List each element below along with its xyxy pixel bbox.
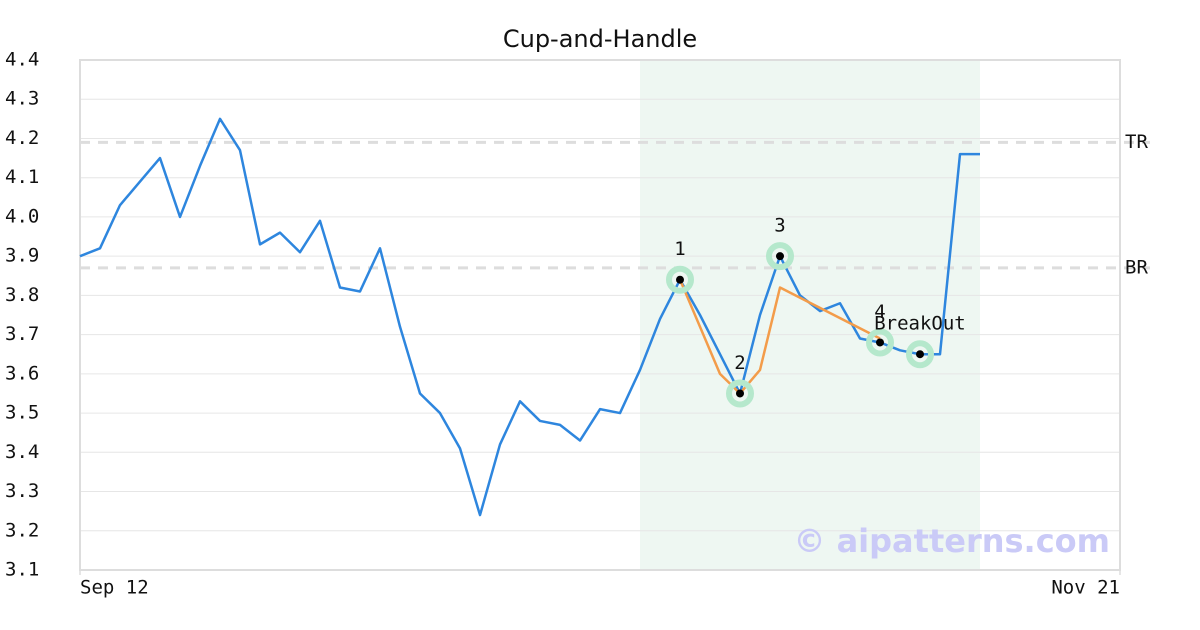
pattern-line (678, 279, 881, 395)
point-dot (876, 338, 884, 347)
y-tick-label: 4.1 (5, 166, 39, 188)
price-line (79, 117, 980, 517)
point-label: 3 (774, 215, 785, 237)
point-label: 2 (734, 352, 745, 374)
point-dot (736, 389, 744, 398)
point-halo (766, 242, 794, 271)
point-dot (916, 350, 924, 359)
plot-frame (79, 59, 1121, 571)
y-tick-label: 4.3 (5, 88, 39, 110)
y-tick-label: 3.5 (5, 402, 39, 424)
watermark: © aipatterns.com (793, 522, 1110, 560)
point-halo (906, 340, 934, 369)
y-tick-label: 3.2 (5, 519, 39, 541)
pattern-region (640, 60, 980, 570)
point-dot (776, 252, 784, 261)
point-halo (866, 328, 894, 357)
y-tick-label: 3.3 (5, 480, 39, 502)
y-tick-label: 3.1 (5, 559, 39, 581)
point-halo (726, 379, 754, 408)
y-tick-label: 3.8 (5, 284, 39, 306)
y-tick-label: 3.9 (5, 245, 39, 267)
y-tick-label: 4.2 (5, 127, 39, 149)
y-tick-label: 3.7 (5, 323, 39, 345)
chart-title: Cup-and-Handle (503, 25, 697, 53)
level-label: TR (1125, 131, 1148, 153)
point-halo (666, 265, 694, 294)
point-dot (676, 275, 684, 284)
y-tick-label: 3.6 (5, 362, 39, 384)
y-tick-label: 4.0 (5, 205, 39, 227)
y-tick-label: 3.4 (5, 441, 39, 463)
x-tick-label: Nov 21 (1051, 577, 1120, 599)
point-label: 4 (874, 301, 885, 323)
y-tick-label: 4.4 (5, 49, 39, 71)
x-tick-label: Sep 12 (80, 577, 149, 599)
level-label: BR (1125, 256, 1148, 278)
point-label: BreakOut (874, 313, 966, 335)
point-label: 1 (674, 238, 685, 260)
